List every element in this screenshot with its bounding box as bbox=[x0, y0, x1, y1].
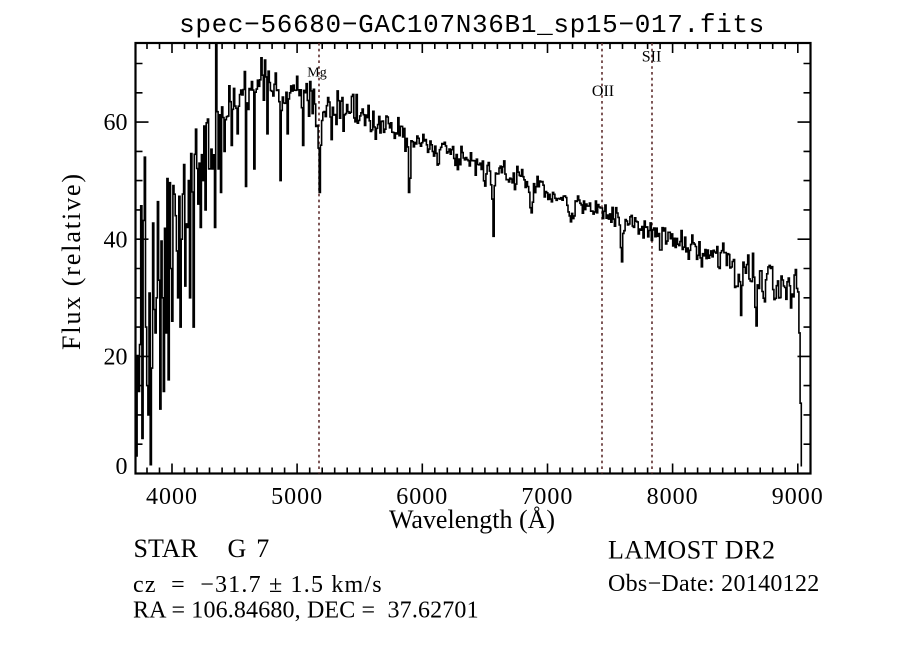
svg-text:Wavelength (Å): Wavelength (Å) bbox=[389, 505, 555, 534]
svg-text:spec−56680−GAC107N36B1_sp15−01: spec−56680−GAC107N36B1_sp15−017.fits bbox=[179, 10, 765, 40]
svg-text:60: 60 bbox=[104, 110, 128, 136]
svg-text:Flux (relative): Flux (relative) bbox=[57, 172, 86, 350]
svg-text:Mg: Mg bbox=[307, 66, 326, 81]
svg-text:STAR: STAR bbox=[134, 534, 199, 563]
svg-text:9000: 9000 bbox=[772, 484, 824, 510]
svg-text:4000: 4000 bbox=[146, 484, 198, 510]
svg-text:LAMOST DR2: LAMOST DR2 bbox=[608, 536, 776, 565]
svg-text:0: 0 bbox=[116, 454, 128, 480]
svg-text:SII: SII bbox=[642, 49, 662, 66]
svg-text:20: 20 bbox=[104, 344, 128, 370]
svg-text:7000: 7000 bbox=[521, 484, 573, 510]
svg-text:OII: OII bbox=[592, 83, 614, 100]
svg-text:8000: 8000 bbox=[647, 484, 699, 510]
svg-text:6000: 6000 bbox=[396, 484, 448, 510]
svg-text:cz = −31.7 ± 1.5 km/s: cz = −31.7 ± 1.5 km/s bbox=[133, 572, 383, 598]
svg-text:Obs−Date: 20140122: Obs−Date: 20140122 bbox=[608, 571, 820, 597]
svg-text:5000: 5000 bbox=[271, 484, 323, 510]
svg-text:40: 40 bbox=[104, 227, 128, 253]
svg-text:G7: G7 bbox=[228, 534, 280, 563]
svg-text:RA = 106.84680, DEC = 37.6270: RA = 106.84680, DEC = 37.62701 bbox=[133, 598, 479, 624]
